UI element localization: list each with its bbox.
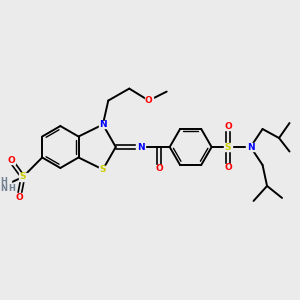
Bar bbox=[99, 166, 107, 173]
Bar bbox=[99, 121, 107, 128]
Bar bbox=[15, 194, 23, 201]
Text: S: S bbox=[100, 165, 106, 174]
Bar bbox=[0, 180, 11, 191]
Text: O: O bbox=[15, 193, 23, 202]
Text: N: N bbox=[137, 142, 144, 152]
Text: O: O bbox=[224, 164, 232, 172]
Text: N: N bbox=[0, 184, 7, 194]
Text: O: O bbox=[145, 96, 153, 105]
Bar bbox=[19, 173, 27, 181]
Bar bbox=[155, 165, 164, 172]
Text: O: O bbox=[155, 164, 163, 173]
Text: N: N bbox=[247, 142, 254, 152]
Bar bbox=[246, 143, 255, 151]
Bar bbox=[224, 143, 232, 151]
Text: O: O bbox=[7, 156, 15, 165]
Bar bbox=[7, 157, 15, 164]
Text: N: N bbox=[99, 120, 107, 129]
Bar bbox=[145, 97, 153, 104]
Text: O: O bbox=[224, 122, 232, 130]
Bar bbox=[224, 122, 232, 130]
Text: S: S bbox=[20, 172, 26, 182]
Text: H: H bbox=[0, 177, 7, 186]
Text: S: S bbox=[225, 142, 231, 152]
Text: H: H bbox=[8, 184, 15, 194]
Bar bbox=[136, 143, 145, 151]
Bar bbox=[224, 164, 232, 172]
